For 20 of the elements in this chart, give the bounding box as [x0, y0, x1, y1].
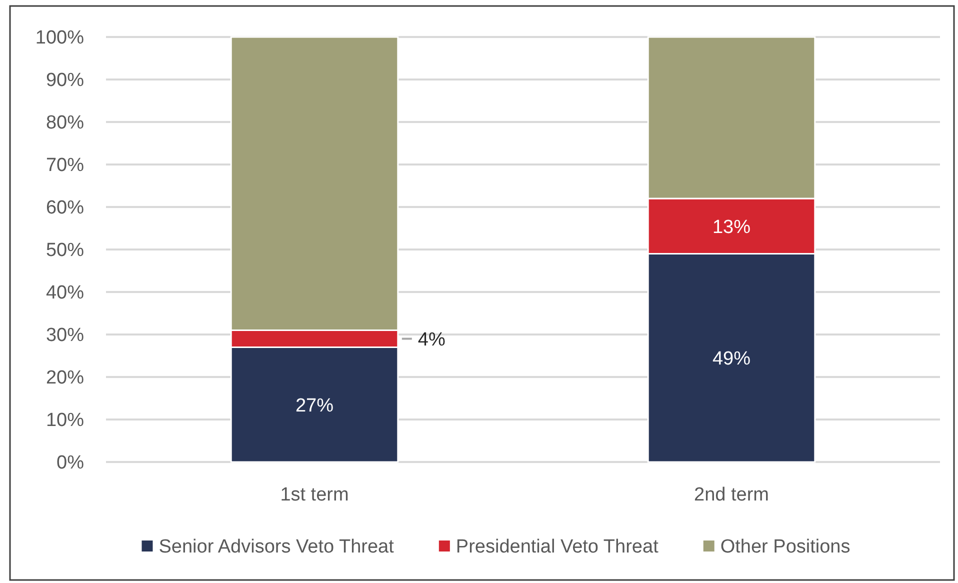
- x-tick-label: 2nd term: [694, 484, 769, 506]
- y-tick-label: 80%: [46, 112, 84, 134]
- y-tick-label: 0%: [56, 452, 84, 474]
- y-tick-label: 60%: [46, 198, 84, 219]
- data-label: 27%: [295, 395, 334, 416]
- y-tick-label: 10%: [46, 410, 84, 432]
- legend-label: Other Positions: [720, 536, 850, 558]
- y-tick-label: 70%: [46, 155, 84, 176]
- y-tick-label: 40%: [46, 282, 84, 304]
- data-label: 13%: [712, 216, 751, 238]
- y-tick-label: 30%: [46, 325, 84, 346]
- y-tick-label: 20%: [46, 368, 84, 389]
- y-tick-label: 50%: [46, 240, 84, 262]
- data-label: 4%: [418, 329, 446, 350]
- x-tick-label: 1st term: [280, 484, 349, 506]
- y-tick-label: 100%: [35, 28, 84, 49]
- y-tick-label: 90%: [46, 70, 84, 92]
- legend-label: Senior Advisors Veto Threat: [158, 536, 395, 558]
- data-label: 49%: [712, 348, 751, 370]
- legend-label: Presidential Veto Threat: [456, 536, 660, 558]
